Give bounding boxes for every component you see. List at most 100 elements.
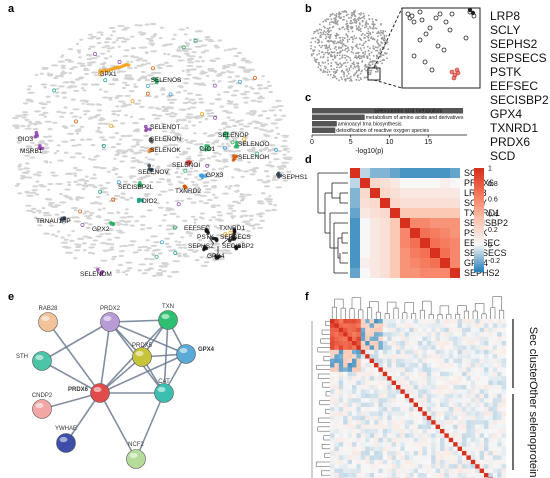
background-point bbox=[38, 220, 46, 223]
background-point bbox=[106, 193, 110, 196]
heatmap-cell bbox=[382, 437, 388, 443]
background-point bbox=[167, 232, 175, 235]
heatmap-cell bbox=[457, 407, 463, 412]
zoom-point bbox=[422, 59, 428, 65]
heatmap-cell bbox=[497, 459, 502, 465]
heatmap-cell bbox=[360, 354, 366, 359]
background-point bbox=[163, 134, 171, 138]
heatmap-cell bbox=[448, 367, 454, 372]
heatmap-cell bbox=[396, 319, 401, 324]
background-point bbox=[137, 57, 144, 60]
heatmap-cell bbox=[391, 415, 397, 421]
cloud-point bbox=[344, 78, 346, 81]
background-point bbox=[205, 141, 211, 144]
background-point bbox=[14, 114, 23, 117]
heatmap-cell bbox=[338, 429, 344, 434]
heatmap-cell bbox=[413, 437, 419, 443]
background-point bbox=[113, 157, 117, 160]
network-node-prdx6[interactable]: PRDX6 bbox=[68, 383, 110, 403]
network-node-cat[interactable]: CAT bbox=[154, 379, 174, 403]
heatmap-cell bbox=[352, 455, 357, 460]
network-node-prdx5[interactable]: PRDX5 bbox=[132, 343, 153, 367]
heatmap-cell bbox=[501, 442, 507, 447]
heatmap-cell bbox=[462, 363, 467, 368]
background-point bbox=[95, 37, 101, 40]
gene-point bbox=[154, 80, 159, 85]
heatmap-cell bbox=[343, 323, 348, 328]
heatmap-cell bbox=[440, 433, 445, 438]
background-point bbox=[173, 112, 178, 116]
network-node-ywhae[interactable]: YWHAE bbox=[55, 426, 77, 453]
heatmap-cell bbox=[488, 349, 493, 355]
background-point bbox=[180, 127, 186, 130]
background-point bbox=[88, 103, 96, 106]
cloud-point bbox=[328, 70, 331, 73]
background-point bbox=[46, 72, 51, 75]
background-point bbox=[159, 79, 165, 83]
heatmap-cell bbox=[501, 341, 507, 346]
heatmap-cell bbox=[356, 363, 361, 368]
background-point bbox=[259, 148, 268, 151]
network-node-sth[interactable]: STH bbox=[16, 351, 52, 371]
network-node-txn[interactable]: TXN bbox=[158, 304, 178, 330]
heatmap-cell bbox=[466, 323, 471, 328]
background-point bbox=[67, 183, 72, 187]
background-point bbox=[187, 155, 192, 158]
heatmap-cell bbox=[440, 188, 450, 198]
background-point bbox=[239, 199, 244, 202]
heatmap-cell bbox=[338, 332, 344, 337]
heatmap-cell bbox=[410, 268, 420, 278]
network-node-rab28[interactable]: RAB28 bbox=[38, 306, 58, 332]
heatmap-cell bbox=[484, 323, 489, 328]
cloud-point bbox=[364, 37, 366, 39]
heatmap-cell bbox=[378, 437, 383, 443]
background-point bbox=[78, 56, 82, 59]
background-point bbox=[215, 226, 223, 230]
heatmap-cell bbox=[378, 327, 383, 333]
heatmap-cell bbox=[338, 424, 344, 430]
network-node-gpx4[interactable]: GPX4 bbox=[176, 344, 215, 364]
cloud-point bbox=[379, 60, 382, 63]
heatmap-cell bbox=[369, 451, 375, 456]
network-node-cndp2[interactable]: CNDP2 bbox=[32, 393, 53, 419]
heatmap-cell bbox=[400, 459, 405, 465]
cloud-point bbox=[364, 34, 366, 36]
heatmap-cell bbox=[334, 433, 339, 438]
background-point bbox=[56, 230, 61, 233]
cloud-point bbox=[363, 17, 366, 20]
heatmap-cell bbox=[457, 345, 463, 350]
background-point bbox=[239, 193, 245, 196]
background-point bbox=[217, 39, 223, 42]
background-point bbox=[62, 91, 67, 94]
network-node-prdx2[interactable]: PRDX2 bbox=[100, 306, 121, 332]
background-point bbox=[155, 95, 159, 98]
heatmap-cell bbox=[431, 451, 436, 456]
background-point bbox=[183, 33, 188, 36]
background-point bbox=[21, 116, 27, 119]
cloud-point bbox=[373, 60, 376, 63]
background-point bbox=[185, 230, 191, 234]
heatmap-cell bbox=[466, 420, 471, 425]
background-point bbox=[77, 77, 84, 80]
heatmap-cell bbox=[382, 411, 388, 416]
background-point bbox=[180, 172, 184, 175]
heatmap-cell bbox=[484, 451, 489, 456]
node-highlight bbox=[59, 436, 68, 443]
heatmap-cell bbox=[369, 446, 375, 452]
heatmap-cell bbox=[404, 451, 410, 456]
node-highlight bbox=[135, 350, 144, 357]
heatmap-cell bbox=[440, 442, 445, 447]
cloud-point bbox=[348, 77, 351, 80]
background-point bbox=[213, 196, 219, 199]
background-point bbox=[264, 209, 272, 212]
background-point bbox=[75, 196, 81, 199]
colorbar-segment bbox=[474, 235, 484, 239]
network-node-ncf2[interactable]: NCF2 bbox=[126, 442, 146, 469]
background-point bbox=[97, 208, 102, 211]
heatmap-cell bbox=[418, 433, 423, 438]
background-point bbox=[282, 139, 288, 142]
heatmap-cell bbox=[453, 411, 458, 416]
heatmap-cell bbox=[409, 323, 414, 328]
heatmap-cell bbox=[497, 367, 502, 372]
heatmap-cell bbox=[374, 455, 379, 460]
